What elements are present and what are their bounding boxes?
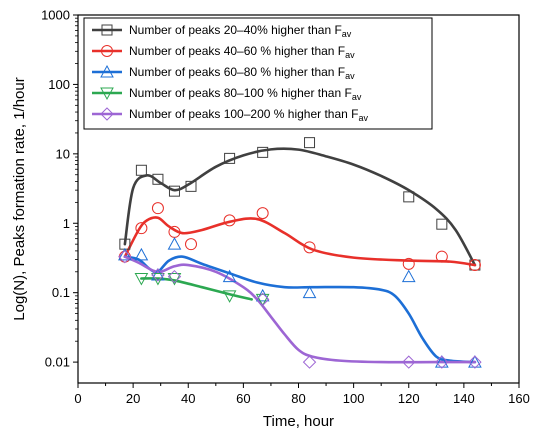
legend-label-series-2: Number of peaks 40–60 % higher than Fav bbox=[129, 44, 355, 60]
x-tick-label: 160 bbox=[508, 391, 530, 406]
data-point-series-2 bbox=[151, 202, 164, 215]
legend-marker-series-3 bbox=[100, 64, 114, 78]
data-point-series-5 bbox=[402, 355, 416, 369]
fit-curve-series-1 bbox=[123, 147, 477, 267]
y-tick-label: 0.1 bbox=[52, 285, 70, 300]
data-point-series-1 bbox=[257, 146, 269, 158]
data-point-series-3 bbox=[255, 288, 270, 302]
data-point-series-3 bbox=[434, 355, 449, 368]
x-tick-label: 60 bbox=[236, 391, 250, 406]
legend-marker-series-4 bbox=[100, 87, 114, 101]
data-point-series-1 bbox=[436, 218, 448, 230]
data-point-series-2 bbox=[185, 238, 198, 251]
data-point-series-5 bbox=[302, 355, 317, 369]
y-tick-label: 0.01 bbox=[45, 355, 70, 370]
data-point-series-3 bbox=[222, 269, 237, 283]
data-point-series-2 bbox=[223, 214, 236, 227]
data-point-series-5 bbox=[435, 355, 449, 369]
y-tick-label: 100 bbox=[48, 77, 70, 92]
data-point-series-3 bbox=[468, 355, 482, 368]
x-tick-label: 120 bbox=[398, 391, 420, 406]
data-point-series-2 bbox=[256, 207, 269, 220]
x-axis-title: Time, hour bbox=[263, 413, 334, 430]
data-point-series-5 bbox=[167, 269, 182, 284]
legend-box bbox=[83, 17, 433, 130]
data-point-series-2 bbox=[435, 250, 448, 263]
data-point-series-1 bbox=[185, 180, 197, 192]
data-point-series-4 bbox=[222, 290, 237, 303]
y-axis-title: Log(N), Peaks formation rate, 1/hour bbox=[11, 77, 28, 320]
fit-curve-series-4 bbox=[140, 277, 253, 301]
x-tick-label: 80 bbox=[291, 391, 305, 406]
data-point-series-2 bbox=[135, 222, 148, 235]
data-point-series-1 bbox=[403, 191, 415, 203]
legend-marker-series-1 bbox=[101, 24, 113, 36]
data-point-series-4 bbox=[151, 273, 165, 286]
y-tick-label: 10 bbox=[56, 146, 70, 161]
legend-label-series-4: Number of peaks 80–100 % higher than Fav bbox=[129, 86, 362, 102]
x-tick-label: 100 bbox=[343, 391, 365, 406]
data-point-series-1 bbox=[224, 152, 236, 164]
fit-curves bbox=[123, 147, 477, 364]
y-tick-label: 1 bbox=[63, 216, 70, 231]
data-point-series-5 bbox=[151, 268, 165, 282]
data-point-series-4 bbox=[255, 293, 270, 307]
data-point-series-3 bbox=[302, 285, 317, 299]
y-tick-label: 1000 bbox=[41, 8, 70, 23]
legend-label-series-1: Number of peaks 20–40% higher than Fav bbox=[129, 23, 352, 39]
data-point-series-3 bbox=[118, 247, 132, 261]
data-point-series-2 bbox=[402, 257, 415, 270]
data-point-series-1 bbox=[304, 137, 316, 149]
data-point-series-3 bbox=[167, 237, 182, 250]
x-tick-label: 140 bbox=[453, 391, 475, 406]
legend-marker-series-5 bbox=[100, 107, 114, 121]
legend: Number of peaks 20–40% higher than Fav Nu… bbox=[83, 17, 433, 130]
data-point-series-3 bbox=[151, 267, 165, 281]
x-tick-label: 40 bbox=[181, 391, 195, 406]
legend-label-series-3: Number of peaks 60–80 % higher than Fav bbox=[129, 65, 355, 81]
data-point-series-1 bbox=[168, 185, 180, 197]
data-point-series-5 bbox=[118, 249, 132, 264]
data-point-series-1 bbox=[152, 173, 164, 185]
data-point-series-3 bbox=[401, 269, 416, 283]
data-markers bbox=[118, 137, 482, 369]
legend-label-series-5: Number of peaks 100–200 % higher than Fa… bbox=[129, 107, 368, 123]
data-point-series-3 bbox=[134, 247, 149, 261]
data-point-series-5 bbox=[255, 292, 270, 307]
axes: 0 20 40 60 80 100 120 140 160 0.01 0.1 1 10 100 1000 bbox=[41, 8, 530, 407]
x-tick-label: 0 bbox=[74, 391, 81, 406]
fit-curve-series-2 bbox=[123, 216, 477, 267]
data-point-series-5 bbox=[468, 355, 482, 369]
data-point-series-4 bbox=[134, 273, 149, 286]
x-tick-label: 20 bbox=[126, 391, 140, 406]
legend-marker-series-2 bbox=[101, 45, 113, 57]
data-point-series-2 bbox=[303, 241, 316, 254]
data-point-series-2 bbox=[468, 259, 481, 272]
data-point-series-1 bbox=[135, 164, 147, 176]
